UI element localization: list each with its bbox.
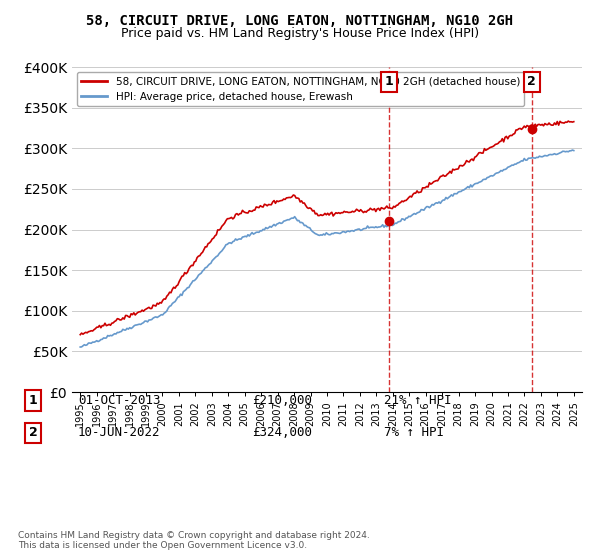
Text: 7% ↑ HPI: 7% ↑ HPI — [384, 426, 444, 440]
Text: 01-OCT-2013: 01-OCT-2013 — [78, 394, 161, 407]
Text: Price paid vs. HM Land Registry's House Price Index (HPI): Price paid vs. HM Land Registry's House … — [121, 27, 479, 40]
Text: 2: 2 — [29, 426, 37, 440]
Text: £324,000: £324,000 — [252, 426, 312, 440]
Legend: 58, CIRCUIT DRIVE, LONG EATON, NOTTINGHAM, NG10 2GH (detached house), HPI: Avera: 58, CIRCUIT DRIVE, LONG EATON, NOTTINGHA… — [77, 72, 524, 106]
Text: 2: 2 — [527, 75, 536, 88]
Text: 21% ↑ HPI: 21% ↑ HPI — [384, 394, 452, 407]
Text: 1: 1 — [29, 394, 37, 407]
Text: 58, CIRCUIT DRIVE, LONG EATON, NOTTINGHAM, NG10 2GH: 58, CIRCUIT DRIVE, LONG EATON, NOTTINGHA… — [86, 14, 514, 28]
Text: 1: 1 — [385, 75, 393, 88]
Text: Contains HM Land Registry data © Crown copyright and database right 2024.
This d: Contains HM Land Registry data © Crown c… — [18, 530, 370, 550]
Text: £210,000: £210,000 — [252, 394, 312, 407]
Text: 10-JUN-2022: 10-JUN-2022 — [78, 426, 161, 440]
